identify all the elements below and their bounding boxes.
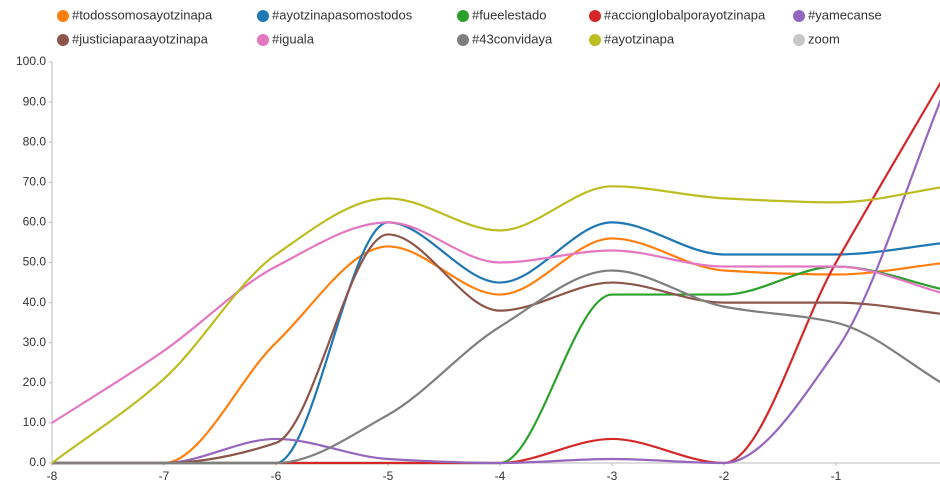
- legend-swatch: [589, 34, 601, 46]
- series-line: [52, 233, 940, 465]
- legend-label: #ayotzinapa: [604, 31, 675, 46]
- series-line: [51, 185, 940, 464]
- legend-label: #justiciaparaayotzinapa: [72, 31, 209, 46]
- legend-item: zoom: [793, 31, 840, 46]
- legend-item: #accionglobalporayotzinapa: [589, 7, 766, 22]
- x-tick-label: -7: [159, 469, 170, 483]
- y-tick-label: 70.0: [23, 174, 47, 188]
- y-tick-label: 40.0: [23, 295, 47, 309]
- legend-item: #ayotzinapa: [589, 31, 675, 46]
- legend-item: #justiciaparaayotzinapa: [57, 31, 209, 46]
- y-tick-label: 80.0: [23, 134, 47, 148]
- y-tick-label: 30.0: [23, 335, 47, 349]
- x-tick-label: -3: [607, 469, 618, 483]
- x-tick-label: -6: [271, 469, 282, 483]
- y-tick-label: 100.0: [16, 54, 46, 68]
- series-line: [52, 237, 940, 465]
- legend-item: #fueelestado: [457, 7, 546, 22]
- legend-item: #43convidaya: [457, 31, 553, 46]
- legend-label: #accionglobalporayotzinapa: [604, 7, 766, 22]
- legend-label: #fueelestado: [472, 7, 546, 22]
- legend-swatch: [793, 34, 805, 46]
- series-line: [52, 98, 940, 465]
- series-line: [52, 221, 940, 465]
- legend-label: #yamecanse: [808, 7, 882, 22]
- series-line: [51, 221, 940, 424]
- x-tick-label: -4: [495, 469, 506, 483]
- legend-swatch: [57, 10, 69, 22]
- y-tick-label: 0.0: [29, 455, 46, 469]
- y-tick-label: 10.0: [23, 415, 47, 429]
- y-tick-label: 60.0: [23, 215, 47, 229]
- legend-swatch: [257, 34, 269, 46]
- legend-item: #todossomosayotzinapa: [57, 7, 213, 22]
- x-tick-label: -8: [47, 469, 58, 483]
- legend-label: #iguala: [272, 31, 315, 46]
- legend-swatch: [457, 34, 469, 46]
- y-tick-label: 20.0: [23, 375, 47, 389]
- legend-label: #43convidaya: [472, 31, 553, 46]
- legend-label: zoom: [808, 31, 840, 46]
- legend-swatch: [257, 10, 269, 22]
- legend-swatch: [457, 10, 469, 22]
- x-tick-label: -2: [719, 469, 730, 483]
- legend-swatch: [793, 10, 805, 22]
- x-tick-label: -1: [831, 469, 842, 483]
- legend-item: #iguala: [257, 31, 315, 46]
- y-tick-label: 90.0: [23, 94, 47, 108]
- x-tick-label: -5: [383, 469, 394, 483]
- legend-label: #todossomosayotzinapa: [72, 7, 213, 22]
- legend-swatch: [589, 10, 601, 22]
- series-line: [52, 265, 940, 465]
- legend-label: #ayotzinapasomostodos: [272, 7, 413, 22]
- legend-item: #ayotzinapasomostodos: [257, 7, 413, 22]
- y-tick-label: 50.0: [23, 255, 47, 269]
- legend-item: #yamecanse: [793, 7, 882, 22]
- legend-swatch: [57, 34, 69, 46]
- series-line: [52, 269, 940, 465]
